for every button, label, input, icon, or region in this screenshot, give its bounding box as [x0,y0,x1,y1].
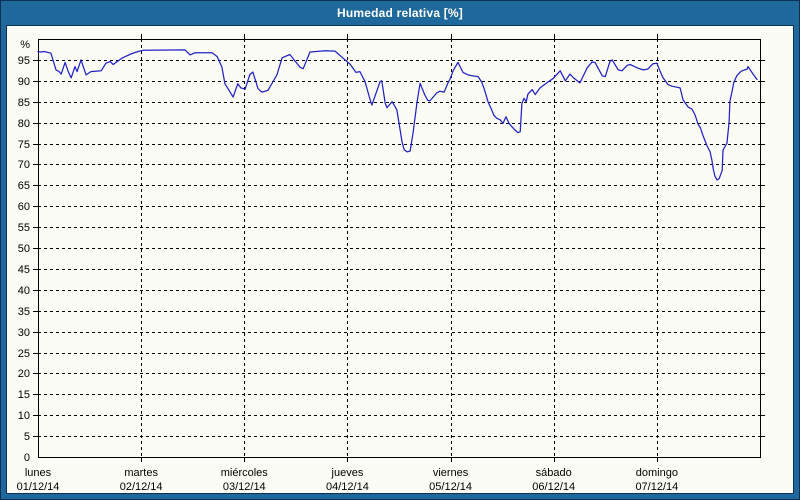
x-day-date-label: 02/12/14 [120,481,163,493]
y-tick-label: 20 [18,368,30,380]
x-day-name-label: sábado [536,467,572,479]
x-day-date-label: 04/12/14 [326,481,369,493]
y-tick-label: 40 [18,285,30,297]
humidity-series-line [37,49,758,181]
title-bar: Humedad relativa [%] [1,1,799,25]
y-tick-label: 80 [18,118,30,130]
y-tick-label: 90 [18,76,30,88]
y-tick-label: 75 [18,139,30,151]
y-axis-labels: 0 5 10 15 20 25 30 35 40 45 50 55 60 65 70 75 80 85 90 95% [18,39,30,464]
chart-title: Humedad relativa [%] [336,6,464,20]
y-tick-label: 25 [18,348,30,360]
y-tick-label: 70 [18,159,30,171]
y-tick-label: 55 [18,222,30,234]
plot-border [38,39,761,458]
y-tick-label: 60 [18,201,30,213]
x-day-name-label: martes [124,467,158,479]
x-day-date-label: 01/12/14 [17,481,60,493]
y-tick-label: 95 [18,55,30,67]
x-day-date-label: 03/12/14 [223,481,266,493]
x-day-date-label: 05/12/14 [429,481,472,493]
y-tick-label: 45 [18,264,30,276]
humidity-line-chart: 0 5 10 15 20 25 30 35 40 45 50 55 60 65 70 75 80 85 90 95% l… [17,34,765,493]
x-axis-labels: lunes 01/12/14 martes 02/12/14 miércoles 03/1… [17,467,679,493]
y-tick-label: 15 [18,389,30,401]
y-tick-label: 85 [18,97,30,109]
gridlines [38,39,760,457]
x-day-name-label: domingo [636,467,678,479]
y-tick-label: 35 [18,306,30,318]
y-axis-unit-label: % [20,39,30,51]
chart-canvas: 0 5 10 15 20 25 30 35 40 45 50 55 60 65 70 75 80 85 90 95% l… [6,25,794,494]
y-tick-label: 30 [18,327,30,339]
x-day-date-label: 06/12/14 [532,481,575,493]
x-day-name-label: miércoles [221,467,269,479]
y-tick-label: 0 [24,452,30,464]
y-tick-label: 10 [18,410,30,422]
y-tick-label: 65 [18,180,30,192]
y-tick-label: 50 [18,243,30,255]
y-tick-label: 5 [24,431,30,443]
x-day-name-label: viernes [433,467,469,479]
x-day-name-label: jueves [331,467,364,479]
x-day-name-label: lunes [25,467,52,479]
x-day-date-label: 07/12/14 [635,481,678,493]
